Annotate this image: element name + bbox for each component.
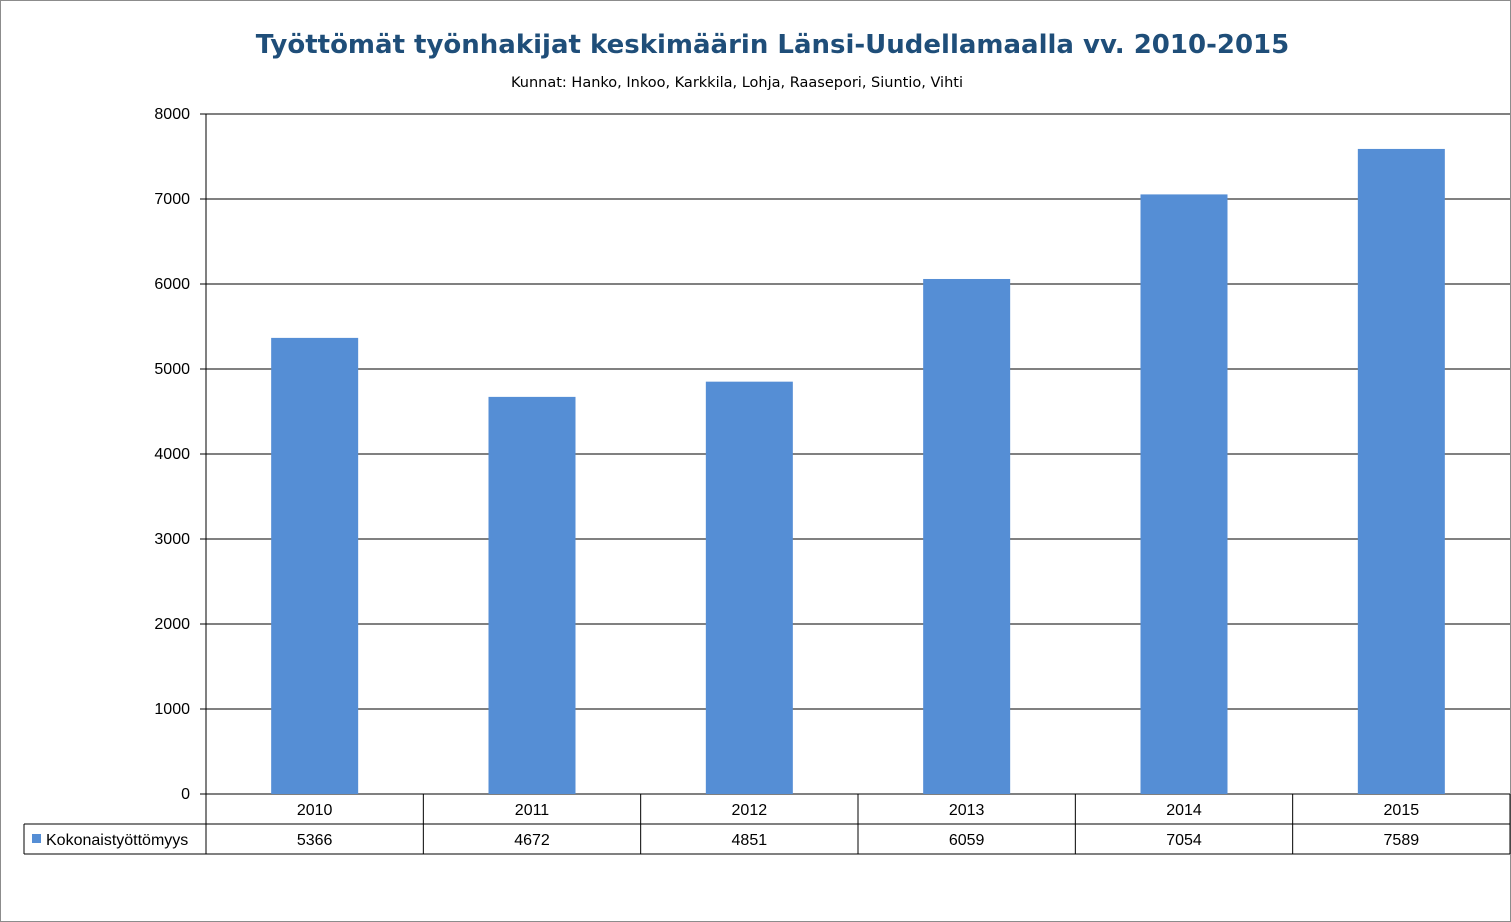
bar <box>271 337 359 794</box>
legend-key <box>32 834 41 843</box>
y-tick-label: 2000 <box>154 616 190 633</box>
bar <box>705 381 793 794</box>
bar <box>1357 148 1445 794</box>
y-tick-label: 4000 <box>154 446 190 463</box>
y-tick-label: 0 <box>181 786 190 803</box>
y-tick-label: 7000 <box>154 191 190 208</box>
chart-title: Työttömät työnhakijat keskimäärin Länsi-… <box>255 30 1290 60</box>
legend-label: Kokonaistyöttömyys <box>46 832 188 849</box>
x-tick-label: 2013 <box>949 802 985 819</box>
x-tick-label: 2011 <box>515 802 550 819</box>
bar <box>1140 194 1228 794</box>
table-value: 5366 <box>297 832 333 849</box>
y-tick-label: 3000 <box>154 531 190 548</box>
bar <box>488 396 576 794</box>
y-tick-label: 8000 <box>154 106 190 123</box>
bar <box>923 278 1011 794</box>
y-tick-label: 5000 <box>154 361 190 378</box>
table-value: 4851 <box>732 832 768 849</box>
y-tick-label: 1000 <box>154 701 190 718</box>
table-value: 6059 <box>949 832 985 849</box>
table-value: 7589 <box>1384 832 1420 849</box>
x-tick-label: 2012 <box>732 802 768 819</box>
chart-subtitle: Kunnat: Hanko, Inkoo, Karkkila, Lohja, R… <box>511 75 963 91</box>
table-value: 7054 <box>1166 832 1202 849</box>
x-tick-label: 2015 <box>1384 802 1420 819</box>
x-tick-label: 2014 <box>1166 802 1202 819</box>
y-tick-label: 6000 <box>154 276 190 293</box>
table-value: 4672 <box>514 832 550 849</box>
x-tick-label: 2010 <box>297 802 333 819</box>
